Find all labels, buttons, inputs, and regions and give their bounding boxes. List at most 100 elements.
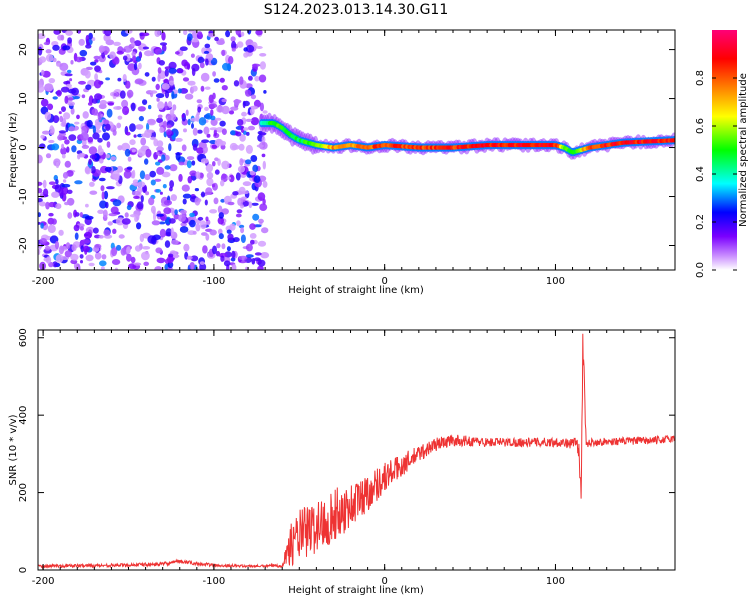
noise-cell: [110, 156, 117, 161]
noise-cell: [91, 108, 99, 116]
noise-cell: [171, 210, 175, 216]
noise-cell: [38, 84, 45, 93]
noise-cell: [112, 170, 120, 179]
noise-cell: [105, 154, 111, 159]
noise-cell: [217, 205, 223, 214]
noise-cell: [194, 197, 201, 206]
noise-cell: [149, 170, 156, 178]
noise-cell: [243, 127, 249, 131]
noise-cell: [93, 79, 102, 89]
noise-cell: [192, 230, 197, 235]
noise-cell: [157, 67, 162, 74]
noise-cell: [170, 227, 174, 236]
snr-y-tick-label: 0: [18, 567, 29, 573]
noise-cell: [203, 126, 210, 135]
spectrogram-x-tick-label: -100: [203, 276, 226, 287]
noise-cell: [39, 238, 47, 244]
noise-cell: [231, 47, 236, 52]
noise-cell: [71, 145, 77, 153]
snr-x-tick-label: -200: [32, 576, 55, 587]
noise-cell: [51, 191, 60, 198]
noise-cell: [142, 99, 148, 105]
noise-cell: [48, 78, 56, 84]
noise-cell: [74, 121, 80, 125]
noise-cell: [245, 254, 254, 258]
noise-cell: [205, 58, 209, 66]
noise-cell: [59, 115, 64, 123]
noise-cell: [210, 57, 218, 66]
noise-cell: [247, 125, 255, 131]
frequency-ridge: [258, 112, 675, 160]
noise-cell: [165, 228, 173, 237]
colorbar-tick-label: 0.8: [695, 70, 706, 86]
noise-cell: [68, 126, 76, 132]
noise-cell: [183, 243, 190, 252]
noise-cell: [64, 95, 69, 104]
noise-cell: [139, 170, 146, 180]
noise-cell: [240, 125, 245, 133]
noise-cell: [205, 216, 209, 222]
noise-cell: [112, 95, 117, 99]
noise-cell: [175, 51, 180, 55]
noise-cell: [79, 49, 88, 57]
noise-cell: [130, 102, 136, 112]
noise-cell: [73, 209, 78, 218]
noise-cell: [88, 32, 93, 40]
noise-cell: [151, 235, 157, 245]
noise-cell: [220, 144, 226, 150]
snr-y-label: SNR (10 * v/v): [8, 414, 19, 485]
noise-cell: [233, 80, 240, 87]
noise-cell: [123, 170, 132, 179]
noise-cell: [237, 119, 244, 126]
noise-cell: [250, 94, 257, 100]
noise-cell: [194, 188, 199, 192]
noise-cell: [249, 107, 255, 115]
noise-cell: [126, 89, 134, 98]
noise-cell: [103, 229, 111, 236]
noise-cell: [81, 126, 88, 136]
noise-cell: [221, 243, 226, 250]
noise-cell: [230, 257, 236, 262]
noise-cell: [134, 78, 144, 85]
noise-cell: [100, 185, 105, 192]
noise-cell: [245, 89, 252, 97]
noise-cell: [99, 99, 108, 106]
noise-cell: [149, 90, 158, 94]
snr-series-line: [38, 333, 675, 570]
noise-cell: [212, 71, 217, 77]
noise-cell: [262, 160, 266, 170]
noise-cell: [112, 199, 122, 207]
noise-cell: [65, 83, 72, 88]
noise-cell: [189, 212, 196, 218]
noise-cell: [141, 251, 150, 261]
noise-cell: [161, 171, 171, 178]
noise-cell: [179, 226, 189, 233]
noise-cell: [217, 216, 224, 225]
noise-cell: [137, 181, 146, 188]
noise-cell: [58, 188, 64, 197]
noise-cell: [58, 229, 64, 236]
noise-cell: [70, 259, 78, 265]
noise-cell: [133, 40, 142, 47]
snr-y-tick-label: 400: [18, 406, 29, 425]
noise-cell: [159, 228, 166, 238]
noise-cell: [92, 125, 96, 134]
noise-cell: [262, 110, 268, 114]
noise-cell: [120, 247, 127, 256]
noise-cell: [246, 131, 250, 136]
noise-cell: [183, 128, 187, 133]
noise-cell: [189, 170, 197, 177]
noise-cell: [44, 245, 51, 251]
noise-cell: [236, 209, 243, 214]
noise-cell: [187, 33, 193, 42]
noise-cell: [205, 233, 210, 241]
noise-cell: [228, 56, 234, 65]
noise-cell: [157, 74, 161, 82]
noise-cell: [117, 115, 123, 120]
noise-cell: [161, 83, 170, 90]
noise-cell: [56, 89, 62, 97]
noise-cell: [54, 240, 60, 250]
noise-cell: [84, 215, 94, 220]
noise-cell: [241, 196, 247, 200]
noise-cell: [211, 144, 218, 149]
